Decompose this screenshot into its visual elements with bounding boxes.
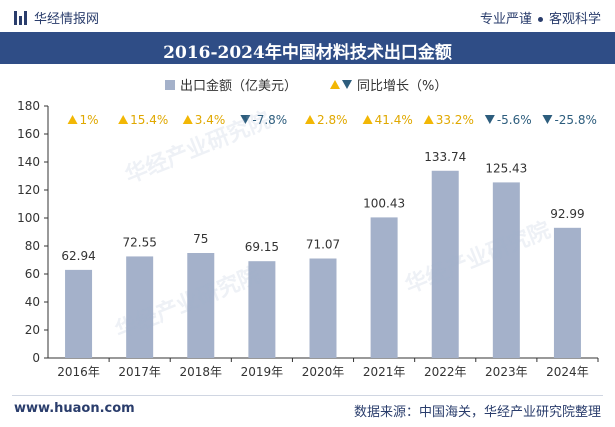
bar-chart: 0 20 40 60 80 100 120 140 160 180 2016年 62.94 1% 2017…: [17, 99, 599, 379]
y-tick-label: 60: [25, 267, 40, 281]
legend-swatch-export: [165, 79, 175, 90]
bar-3: [187, 253, 215, 358]
x-tick-label: 2017年: [118, 365, 161, 379]
y-tick-label: 180: [17, 99, 40, 113]
growth-label: -5.6%: [497, 113, 532, 127]
bar-7: [431, 170, 459, 358]
footer-divider: [12, 395, 603, 396]
y-tick-label: 40: [25, 295, 40, 309]
bar-value-label: 92.99: [550, 207, 584, 221]
growth-label: 33.2%: [436, 113, 474, 127]
bar-value-label: 100.43: [363, 196, 405, 210]
bar-value-label: 125.43: [485, 161, 527, 175]
bar-value-label: 62.94: [61, 249, 95, 263]
legend-item-growth: 同比增长（%）: [330, 75, 447, 94]
legend-label-growth: 同比增长（%）: [357, 79, 448, 94]
y-tick-label: 140: [17, 155, 40, 169]
brand-name: 华经情报网: [34, 12, 100, 27]
brand[interactable]: 华经情报网: [14, 8, 99, 27]
bar-value-label: 133.74: [424, 150, 466, 164]
dot-icon: [537, 17, 543, 22]
y-tick-label: 120: [17, 183, 40, 197]
growth-up-icon: [423, 115, 434, 124]
growth-label: 41.4%: [375, 113, 413, 127]
bar-8: [492, 182, 520, 358]
growth-label: 15.4%: [130, 113, 168, 127]
growth-label: 1%: [80, 113, 99, 127]
title-bar: 2016-2024年中国材料技术出口金额: [0, 32, 615, 64]
x-tick-label: 2016年: [57, 365, 100, 379]
x-tick-label: 2020年: [302, 365, 345, 379]
x-tick-label: 2018年: [180, 365, 223, 379]
growth-label: 2.8%: [317, 113, 348, 127]
legend-item-export: 出口金额（亿美元）: [165, 75, 297, 94]
bar-value-label: 75: [193, 232, 208, 246]
bar-value-label: 71.07: [306, 238, 340, 252]
data-source: 数据来源：中国海关，华经产业研究院整理: [353, 405, 601, 420]
tagline-left: 专业严谨: [479, 12, 532, 27]
y-tick-label: 100: [17, 211, 40, 225]
y-tick-label: 160: [17, 127, 40, 141]
growth-up-icon: [118, 115, 129, 124]
bar-value-label: 69.15: [245, 240, 279, 254]
bar-2: [126, 256, 154, 358]
growth-label: -7.8%: [252, 113, 287, 127]
x-tick-label: 2022年: [424, 365, 467, 379]
triangle-down-icon: [342, 80, 352, 89]
chart-title: 2016-2024年中国材料技术出口金额: [163, 43, 452, 63]
growth-up-icon: [362, 115, 373, 124]
x-tick-label: 2023年: [485, 365, 528, 379]
legend-label-export: 出口金额（亿美元）: [180, 79, 298, 94]
x-tick-label: 2019年: [241, 365, 284, 379]
bar-9: [553, 227, 581, 358]
x-tick-label: 2024年: [546, 365, 589, 379]
brand-logo-icon: [14, 10, 28, 25]
triangle-up-icon: [330, 80, 340, 89]
growth-down-icon: [484, 115, 495, 124]
y-tick-label: 80: [25, 239, 40, 253]
y-tick-label: 0: [32, 351, 40, 365]
y-tick-label: 20: [25, 323, 40, 337]
bar-value-label: 72.55: [122, 235, 156, 249]
growth-down-icon: [240, 115, 251, 124]
top-bar: 华经情报网 专业严谨 客观科学: [0, 0, 615, 32]
bar-1: [65, 269, 93, 358]
growth-up-icon: [305, 115, 315, 124]
tagline: 专业严谨 客观科学: [480, 8, 601, 27]
growth-up-icon: [182, 115, 193, 124]
growth-label: 3.4%: [195, 113, 226, 127]
bar-5: [309, 258, 337, 358]
growth-down-icon: [542, 115, 553, 124]
bar-4: [248, 261, 276, 358]
x-tick-label: 2021年: [363, 365, 406, 379]
tagline-right: 客观科学: [548, 12, 601, 27]
growth-up-icon: [67, 115, 78, 124]
website-link[interactable]: www.huaon.com: [14, 401, 135, 416]
bar-6: [370, 217, 398, 358]
growth-label: -25.8%: [554, 113, 596, 127]
